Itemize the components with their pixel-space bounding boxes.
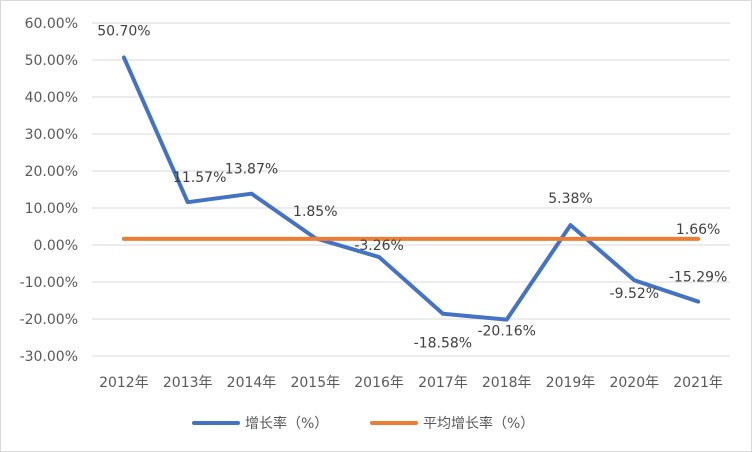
data-label: 50.70% xyxy=(97,23,150,39)
x-tick-label: 2018年 xyxy=(482,375,532,391)
y-tick-label: 20.00% xyxy=(25,164,78,180)
data-label: -18.58% xyxy=(414,336,472,352)
data-label: 11.57% xyxy=(173,170,226,186)
legend-label: 平均增长率（%） xyxy=(423,415,534,432)
x-tick-label: 2021年 xyxy=(673,375,723,391)
y-tick-label: 60.00% xyxy=(25,16,78,32)
data-label: -20.16% xyxy=(477,324,535,340)
x-tick-label: 2019年 xyxy=(546,375,596,391)
y-tick-label: 40.00% xyxy=(25,90,78,106)
x-tick-label: 2014年 xyxy=(227,375,277,391)
y-tick-label: -30.00% xyxy=(20,349,78,365)
x-tick-label: 2013年 xyxy=(163,375,213,391)
data-label: 13.87% xyxy=(225,162,278,178)
data-label: 5.38% xyxy=(548,191,592,207)
data-label: -15.29% xyxy=(669,270,727,286)
series-line-1 xyxy=(121,55,701,322)
x-tick-label: 2015年 xyxy=(290,375,340,391)
data-label: 1.85% xyxy=(293,204,337,220)
y-tick-label: 50.00% xyxy=(25,53,78,69)
x-tick-label: 2017年 xyxy=(418,375,468,391)
x-tick-label: 2012年 xyxy=(99,375,149,391)
data-label: -3.26% xyxy=(354,238,404,254)
legend-label: 增长率（%） xyxy=(245,415,328,432)
y-tick-label: -10.00% xyxy=(20,275,78,291)
x-tick-label: 2016年 xyxy=(354,375,404,391)
data-label: -9.52% xyxy=(610,286,660,302)
y-tick-label: 30.00% xyxy=(25,127,78,143)
y-tick-label: 10.00% xyxy=(25,201,78,217)
data-label: 1.66% xyxy=(676,222,720,238)
x-tick-label: 2020年 xyxy=(609,375,659,391)
y-tick-label: -20.00% xyxy=(20,312,78,328)
y-tick-label: 0.00% xyxy=(34,238,78,254)
